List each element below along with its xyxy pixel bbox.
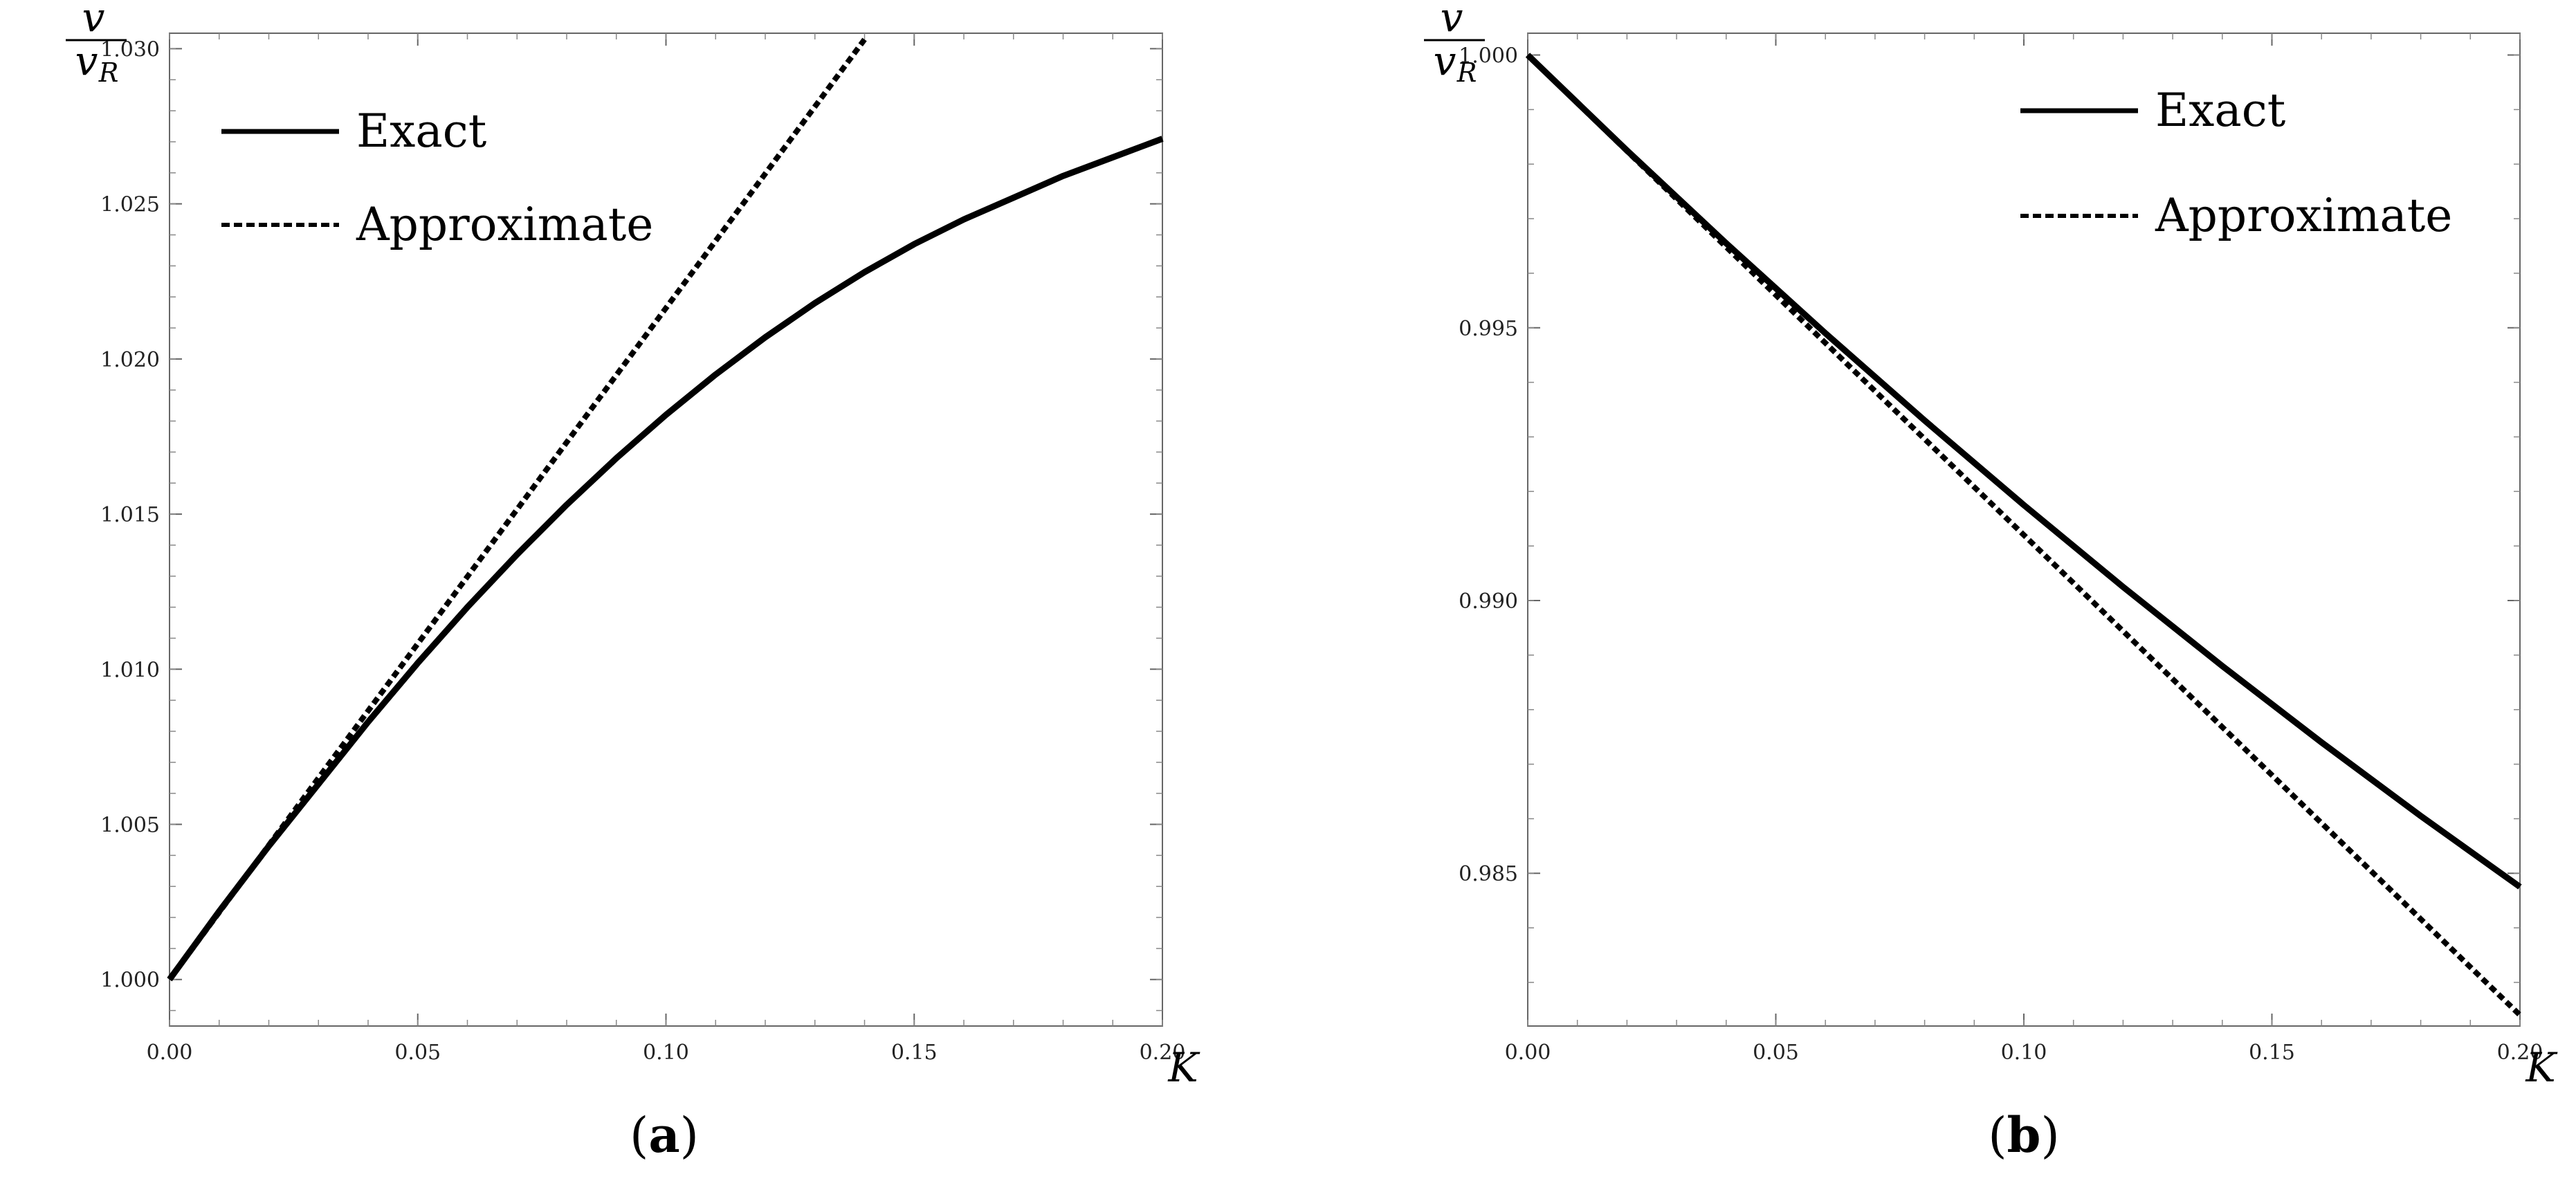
plot-frame bbox=[169, 33, 1163, 1027]
panel-b: 0.00 0.05 0.10 0.15 0.20 0.985 0.990 0.995 1.000… bbox=[1424, 0, 2558, 1164]
x-tick-label: 0.05 bbox=[1753, 1041, 1799, 1065]
x-tick-label: 0.00 bbox=[147, 1041, 193, 1065]
legend-label-exact: Exact bbox=[2155, 84, 2285, 137]
y-axis-denominator: v bbox=[1434, 37, 1456, 84]
legend-label-exact: Exact bbox=[356, 104, 486, 158]
y-tick-label: 0.995 bbox=[1459, 317, 1518, 341]
legend-label-approximate: Approximate bbox=[356, 198, 653, 251]
panel-label-letter: a bbox=[648, 1106, 679, 1164]
y-axis-numerator: v bbox=[1441, 0, 1463, 41]
y-tick-label: 1.025 bbox=[100, 193, 160, 217]
x-tick-label: 0.10 bbox=[643, 1041, 689, 1065]
y-axis-numerator: v bbox=[82, 0, 105, 41]
series-line-approximate bbox=[1526, 53, 2522, 1018]
x-tick-label: 0.15 bbox=[2249, 1041, 2295, 1065]
panel-label-open-paren: ( bbox=[1988, 1107, 2007, 1164]
y-axis-subscript: R bbox=[1456, 57, 1477, 88]
x-tick-label: 0.15 bbox=[891, 1041, 938, 1065]
y-tick-label: 0.985 bbox=[1459, 862, 1518, 886]
series-line-exact bbox=[167, 136, 1164, 982]
x-tick-label: 0.00 bbox=[1505, 1041, 1551, 1065]
panel-label-close-paren: ) bbox=[2040, 1107, 2059, 1164]
y-tick-label: 1.005 bbox=[100, 814, 160, 838]
y-tick-label: 1.000 bbox=[100, 969, 160, 993]
x-tick-label: 0.20 bbox=[1140, 1041, 1186, 1065]
x-axis-label: K bbox=[2525, 1044, 2558, 1091]
x-tick-label: 0.20 bbox=[2497, 1041, 2543, 1065]
series-line-approximate bbox=[167, 37, 867, 982]
panel-label: (b) bbox=[1988, 1106, 2060, 1164]
y-tick-label: 1.000 bbox=[1459, 44, 1518, 68]
panel-a: 0.00 0.05 0.10 0.15 0.20 1.000 1.005 1.010 1.015… bbox=[66, 0, 1200, 1164]
y-axis-denominator: v bbox=[75, 37, 98, 84]
x-tick-label: 0.10 bbox=[2001, 1041, 2047, 1065]
plot-frame bbox=[1527, 33, 2521, 1027]
series-line-exact bbox=[1525, 53, 2522, 890]
legend-label-approximate: Approximate bbox=[2155, 189, 2452, 242]
panel-label-open-paren: ( bbox=[630, 1107, 648, 1164]
y-tick-label: 1.020 bbox=[100, 348, 160, 372]
y-axis-subscript: R bbox=[98, 57, 119, 88]
panel-label: (a) bbox=[630, 1106, 699, 1164]
panel-label-letter: b bbox=[2007, 1106, 2041, 1164]
y-tick-label: 1.015 bbox=[100, 503, 160, 527]
x-axis-label: K bbox=[1167, 1044, 1200, 1091]
x-tick-label: 0.05 bbox=[394, 1041, 441, 1065]
y-tick-label: 0.990 bbox=[1459, 589, 1518, 614]
y-tick-label: 1.010 bbox=[100, 658, 160, 682]
y-tick-label: 1.030 bbox=[100, 37, 160, 62]
panel-label-close-paren: ) bbox=[680, 1107, 699, 1164]
